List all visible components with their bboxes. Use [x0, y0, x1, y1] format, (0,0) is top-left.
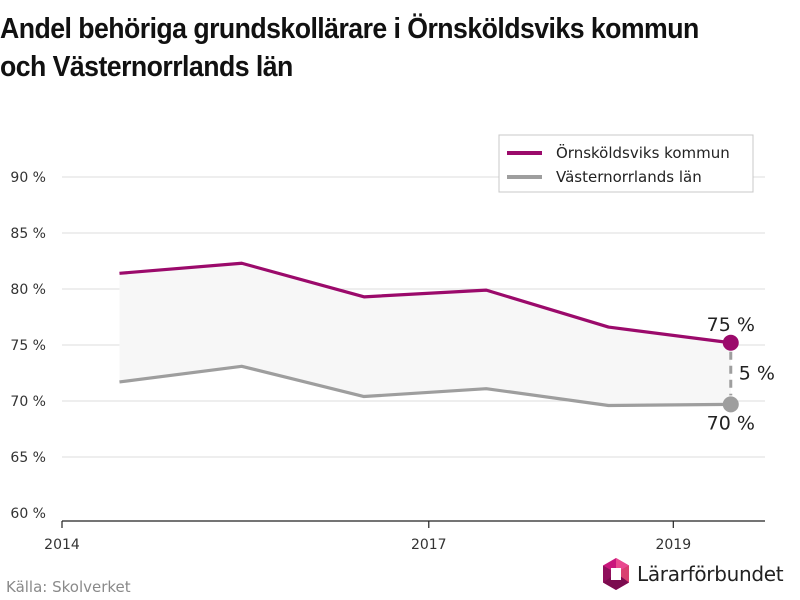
y-tick-label: 75 % [10, 338, 46, 354]
legend-box [498, 134, 754, 193]
x-tick-label: 2019 [655, 537, 691, 553]
band-area [119, 263, 731, 406]
legend-label: Örnsköldsviks kommun [556, 143, 730, 162]
y-tick-label: 60 % [10, 506, 46, 522]
y-tick-label: 80 % [10, 282, 46, 298]
y-tick-label: 65 % [10, 450, 46, 466]
brand-name: Lärarförbundet [637, 562, 784, 586]
x-tick-label: 2017 [411, 537, 447, 553]
end-value-label: 70 % [707, 412, 755, 434]
chart-title: Andel behöriga grundskollärare i Örnsköl… [0, 13, 699, 83]
y-tick-label: 85 % [10, 226, 46, 242]
y-tick-label: 90 % [10, 170, 46, 186]
lararforbundet-logo-icon [603, 558, 629, 590]
end-value-label: 75 % [707, 314, 755, 336]
y-tick-label: 70 % [10, 394, 46, 410]
end-point-marker [722, 334, 739, 351]
series-line [119, 364, 731, 408]
source-note: Källa: Skolverket [6, 578, 131, 596]
series-line [119, 261, 731, 345]
legend-label: Västernorrlands län [556, 168, 702, 186]
x-tick-label: 2014 [44, 537, 80, 553]
end-point-marker [722, 396, 739, 413]
brand-logo: Lärarförbundet [601, 557, 784, 591]
difference-label: 5 % [739, 363, 775, 385]
